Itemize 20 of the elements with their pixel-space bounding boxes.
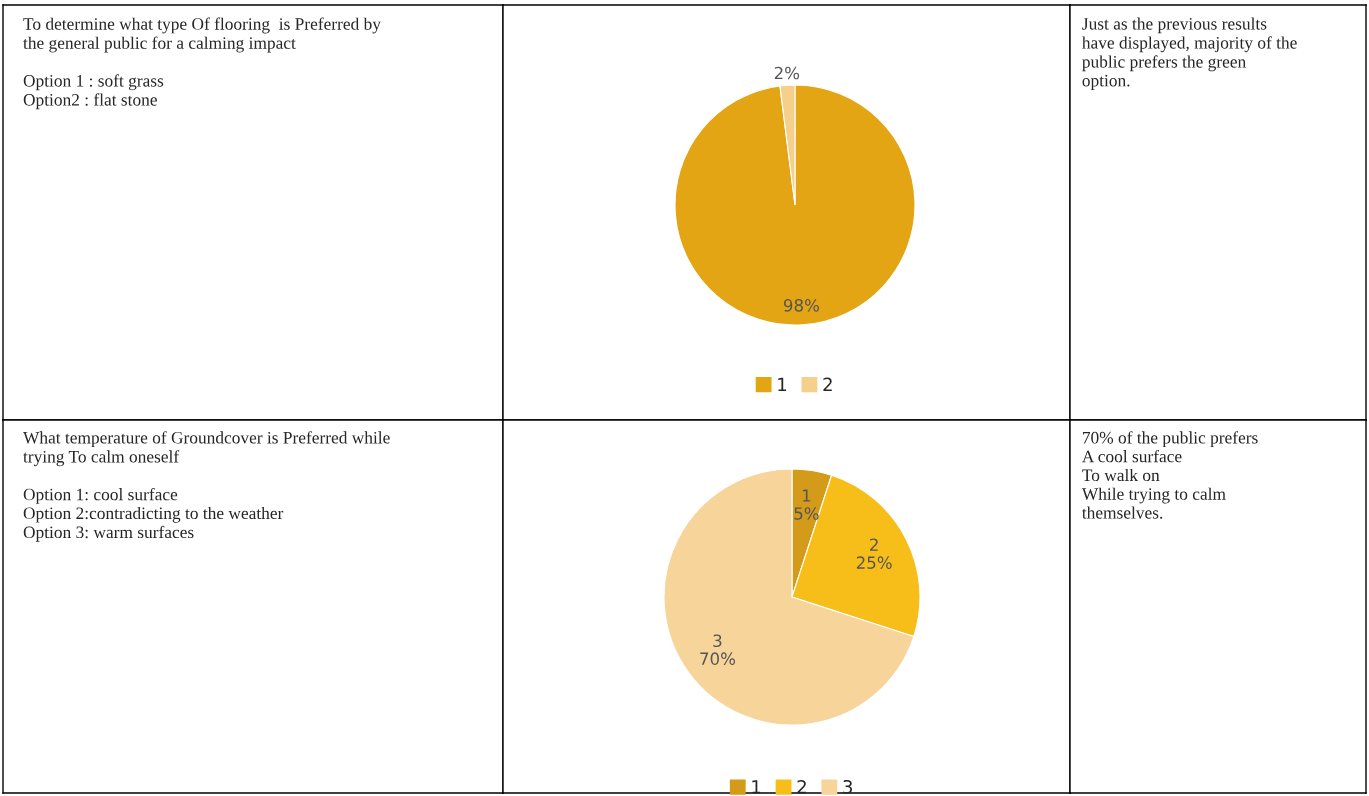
slice-label: 2 — [870, 538, 878, 551]
data-label: 2% — [774, 66, 800, 80]
slice-label: 3 — [713, 634, 722, 648]
text: Just as the previous results have displayed, majority of the public prefers the green option. — [1082, 17, 1297, 90]
data-label: 70% — [700, 652, 736, 665]
text: 70% of the public prefers A cool surface To walk on While trying to calm themselves. — [1081, 431, 1258, 519]
legend-label: 3 — [843, 779, 853, 794]
legend-label: 2 — [823, 377, 832, 391]
slice-label: 1 — [802, 489, 811, 502]
text: What temperature of Groundcover is Preferred while trying To calm oneself — [23, 431, 390, 467]
data-label: 5% — [794, 507, 819, 520]
legend-label: 2 — [797, 779, 806, 794]
data-label: 98% — [783, 299, 820, 312]
pie-slice — [674, 84, 916, 326]
text: To determine what type Of flooring is Preferred by the general public for a calming impact — [23, 17, 381, 53]
data-label: 25% — [856, 556, 892, 569]
text: Option 1 : soft grass Option2 : flat stone — [23, 74, 164, 110]
text: Option 1: cool surface Option 2:contradicting to the weather Option 3: warm surfaces — [23, 487, 284, 542]
legend-label: 1 — [778, 377, 787, 391]
legend-label: 1 — [752, 780, 761, 794]
